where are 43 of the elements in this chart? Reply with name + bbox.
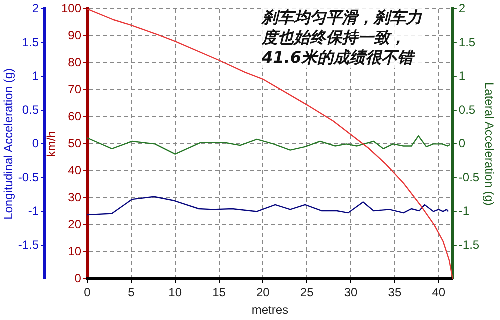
y3-tick-label: -1.5	[18, 238, 40, 252]
y2-axis-title: Lateral Acceleration (g)	[482, 82, 496, 206]
x-tick-label: 25	[300, 286, 314, 300]
y3-axis-title: Longitudinal Acceleration (g)	[2, 68, 16, 220]
y2-tick-label: -1.5	[458, 238, 480, 252]
y2-tick-label: -0.5	[458, 170, 480, 184]
y-tick-label: 10	[68, 244, 82, 259]
y3-tick-label: 2	[32, 2, 40, 16]
y2-tick-label: 0.5	[458, 102, 476, 117]
y-tick-label: 100	[61, 2, 82, 16]
annotation: 度也始终保持一致，	[262, 28, 407, 48]
y2-tick-label: 1	[458, 69, 466, 84]
x-tick-label: 35	[388, 286, 402, 300]
y-tick-label: 0	[74, 272, 82, 286]
x-tick-label: 30	[344, 286, 358, 300]
y-tick-label: 60	[68, 110, 82, 124]
y-tick-label: 50	[68, 136, 82, 151]
x-tick-label: 15	[212, 286, 226, 300]
y-tick-label: 70	[68, 82, 82, 97]
x-tick-label: 40	[432, 286, 446, 300]
y2-tick-label: 0	[458, 136, 466, 151]
annotation: 41.6米的成绩很不错	[262, 48, 416, 68]
y2-tick-label: -1	[458, 204, 470, 218]
y3-tick-label: 0.5	[22, 102, 40, 117]
y-tick-label: 30	[68, 190, 82, 205]
y-tick-label: 90	[68, 28, 82, 43]
x-tick-label: 0	[84, 286, 92, 300]
annotation: 刹车均匀平滑，刹车力	[262, 8, 422, 28]
x-tick-label: 10	[168, 286, 182, 300]
x-tick-label: 5	[128, 286, 136, 300]
y3-tick-label: -0.5	[18, 170, 40, 184]
y2-tick-label: 1.5	[458, 35, 476, 50]
y-tick-label: 80	[68, 56, 82, 70]
y-tick-label: 40	[68, 164, 82, 178]
y-tick-label: 20	[68, 218, 82, 232]
y3-tick-label: -1	[28, 204, 40, 218]
y-axis-title: km/h	[44, 131, 59, 158]
y3-tick-label: 0	[32, 136, 40, 151]
y2-tick-label: 2	[458, 2, 466, 16]
x-axis-title: metres	[252, 303, 289, 318]
y3-tick-label: 1	[32, 69, 40, 84]
y3-tick-label: 1.5	[22, 35, 40, 50]
x-tick-label: 20	[256, 286, 270, 300]
